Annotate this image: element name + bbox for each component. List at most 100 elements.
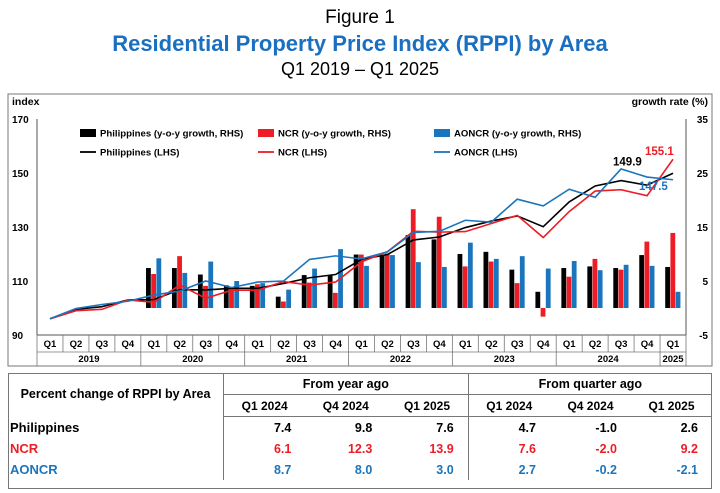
quarter-tick-label: Q4 — [433, 339, 446, 350]
bar-philippines — [275, 296, 281, 308]
col-header: Q1 2025 — [630, 394, 712, 417]
left-axis-title: index — [12, 96, 40, 108]
bar-philippines — [665, 266, 671, 308]
bar-aoncr — [441, 266, 447, 308]
bar-philippines — [379, 255, 385, 308]
legend-label: NCR (LHS) — [278, 148, 327, 159]
table-cell: 7.6 — [386, 416, 469, 438]
quarter-tick-label: Q3 — [407, 339, 420, 350]
bar-philippines — [431, 239, 437, 308]
chart-frame — [7, 93, 713, 367]
right-tick-label: -5 — [699, 331, 708, 342]
chart-title: Residential Property Price Index (RPPI) … — [112, 31, 608, 56]
bar-aoncr — [390, 255, 395, 308]
table-cell: 8.7 — [273, 462, 292, 477]
year-tick-label: 2019 — [78, 354, 99, 365]
quarter-tick-label: Q4 — [537, 339, 550, 350]
bar-philippines — [327, 275, 333, 308]
bar-aoncr — [467, 242, 473, 308]
bar-ncr — [332, 292, 338, 308]
bar-ncr — [592, 258, 598, 308]
bar-aoncr — [675, 291, 681, 308]
legend-label: NCR (y-o-y growth, RHS) — [278, 129, 391, 140]
chart-subtitle: Q1 2019 – Q1 2025 — [280, 59, 440, 79]
quarter-tick-label: Q1 — [459, 339, 472, 350]
quarter-tick-label: Q2 — [173, 339, 186, 350]
quarter-tick-label: Q1 — [563, 339, 576, 350]
table-cell: 2.7 — [518, 462, 536, 477]
bar-ncr — [436, 216, 442, 308]
col-header: Q1 2024 — [468, 394, 550, 417]
rppi-chart: index growth rate (%) 170 150 130 110 90 35 25 15… — [7, 93, 713, 367]
value-annotation: 147.5 — [639, 181, 668, 193]
bar-philippines — [483, 251, 489, 308]
table-cell: 3.0 — [386, 459, 469, 480]
quarter-tick-label: Q3 — [615, 339, 628, 350]
row-label-philippines: Philippines — [8, 416, 224, 438]
table-cell: 6.1 — [273, 441, 292, 456]
quarter-tick-label: Q1 — [44, 339, 57, 350]
legend-label: Philippines (y-o-y growth, RHS) — [100, 129, 243, 140]
table-cell: 9.2 — [680, 441, 698, 456]
bar-philippines — [249, 285, 255, 308]
bar-philippines — [223, 285, 229, 308]
bar-ncr — [514, 283, 520, 308]
bar-ncr — [151, 273, 157, 308]
table-row: AONCR 8.7 8.0 3.0 2.7 -0.2 -2.1 — [8, 459, 712, 480]
left-tick-label: 110 — [12, 277, 29, 288]
quarter-tick-label: Q4 — [641, 339, 654, 350]
quarter-tick-label: Q4 — [122, 339, 135, 350]
year-tick-label: 2020 — [182, 354, 203, 365]
bar-philippines — [535, 291, 541, 308]
table-cell: -2.0 — [595, 441, 617, 456]
bar-ncr — [281, 301, 286, 308]
quarter-tick-label: Q1 — [355, 339, 368, 350]
year-tick-label: 2025 — [662, 354, 684, 365]
bar-ncr — [488, 261, 494, 308]
bar-philippines — [639, 255, 645, 308]
row-label-aoncr: AONCR — [8, 459, 224, 480]
bar-aoncr — [545, 268, 551, 308]
left-tick-label: 170 — [12, 115, 29, 126]
bar-philippines — [509, 269, 515, 308]
right-tick-label: 5 — [702, 277, 708, 288]
quarter-tick-label: Q2 — [589, 339, 602, 350]
group-year-ago: From year ago — [223, 373, 469, 395]
table-cell: 13.9 — [386, 438, 469, 459]
bar-ncr — [644, 241, 650, 308]
left-tick-label: 130 — [12, 223, 29, 234]
quarter-tick-label: Q2 — [485, 339, 498, 350]
table-cell: -2.1 — [676, 462, 698, 477]
bar-aoncr — [208, 261, 214, 308]
line-aoncr — [49, 168, 674, 320]
bar-aoncr — [234, 281, 240, 308]
bar-philippines — [197, 274, 203, 308]
bar-philippines — [405, 235, 411, 308]
bar-philippines — [353, 254, 359, 308]
bar-aoncr — [597, 270, 603, 308]
bar-ncr — [410, 209, 416, 308]
table-cell: -0.2 — [595, 462, 617, 477]
year-tick-label: 2023 — [494, 354, 515, 365]
table-row: Philippines 7.4 9.8 7.6 4.7 -1.0 2.6 — [8, 416, 712, 438]
quarter-tick-label: Q3 — [199, 339, 212, 350]
quarter-tick-label: Q2 — [277, 339, 290, 350]
value-annotation: 149.9 — [613, 156, 642, 168]
bar-ncr — [618, 269, 624, 308]
title-block: Figure 1 Residential Property Price Inde… — [0, 6, 720, 81]
legend-label: Philippines (LHS) — [100, 148, 179, 159]
rppi-table: Percent change of RPPI by Area From year… — [8, 373, 712, 480]
legend-label: AONCR (LHS) — [454, 148, 517, 159]
table-cell: 2.6 — [680, 420, 698, 435]
bar-aoncr — [519, 256, 525, 308]
value-annotation: 155.1 — [645, 146, 674, 158]
bar-ncr — [229, 289, 234, 308]
bar-aoncr — [493, 258, 499, 308]
table-cell: 8.0 — [354, 462, 373, 477]
right-tick-label: 35 — [697, 115, 709, 126]
quarter-tick-label: Q3 — [511, 339, 524, 350]
left-tick-label: 150 — [12, 169, 29, 180]
bar-ncr — [177, 256, 182, 308]
table-cell: 12.3 — [347, 441, 373, 456]
legend-swatch — [80, 129, 96, 137]
